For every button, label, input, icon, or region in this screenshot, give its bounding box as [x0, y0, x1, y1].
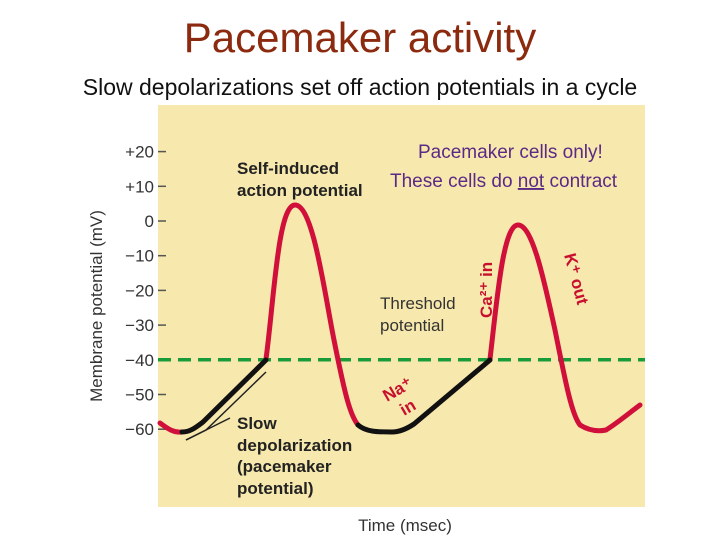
ap-trace-1 — [263, 202, 361, 428]
self-induced-label-1: Self-induced — [237, 159, 339, 178]
self-induced-label-2: action potential — [237, 181, 363, 200]
note-emphasis: not — [518, 171, 545, 192]
y-tick-label: −20 — [125, 281, 154, 300]
pacemaker-trace-2 — [355, 357, 493, 435]
y-tick-label: 0 — [145, 212, 154, 231]
note-line-2-prefix: These cells do — [390, 171, 518, 192]
slow-label-1: Slow — [237, 414, 277, 433]
ap-trace-2 — [487, 222, 583, 428]
y-tick-label: −30 — [125, 316, 154, 335]
slow-label-2: depolarization — [237, 436, 352, 455]
y-tick-label: −10 — [125, 247, 154, 266]
ap-trace-3 — [577, 402, 643, 434]
slide-title: Pacemaker activity — [183, 14, 537, 61]
note-line-1: Pacemaker cells only! — [418, 142, 603, 163]
pacemaker-trace-1 — [179, 357, 269, 435]
threshold-label-2: potential — [380, 316, 444, 335]
threshold-label-1: Threshold — [380, 294, 456, 313]
y-tick-label: −60 — [125, 420, 154, 439]
x-axis-label: Time (msec) — [358, 516, 452, 535]
y-tick-label: +20 — [125, 143, 154, 162]
y-tick-label: −40 — [125, 351, 154, 370]
y-axis-label: Membrane potential (mV) — [87, 210, 106, 402]
traces — [157, 202, 643, 441]
slow-label-3: (pacemaker — [237, 457, 332, 476]
y-tick-label: −50 — [125, 386, 154, 405]
slow-label-4: potential) — [237, 479, 314, 498]
plot-background — [158, 105, 645, 507]
y-tick-label: +10 — [125, 177, 154, 196]
note-line-2: These cells do not contract — [390, 171, 618, 192]
slide-subtitle: Slow depolarizations set off action pote… — [82, 74, 638, 100]
slow-bracket — [185, 417, 231, 441]
y-ticks: +20 +10 0 −10 −20 −30 −40 −50 −60 — [125, 143, 166, 439]
note-line-2-suffix: contract — [544, 171, 618, 192]
ca-in-label: Ca²⁺ in — [477, 262, 496, 318]
